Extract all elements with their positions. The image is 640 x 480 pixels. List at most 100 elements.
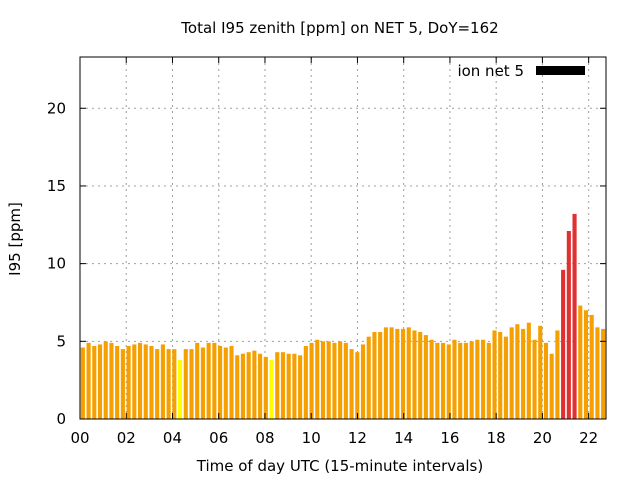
bar-normal (332, 342, 337, 419)
x-tick-label: 10 (302, 429, 321, 447)
bar-normal (132, 344, 137, 419)
bar-normal (400, 328, 406, 419)
bar-normal (532, 339, 537, 419)
y-tick-label: 15 (47, 177, 66, 195)
y-tick-label: 20 (47, 99, 66, 117)
bar-normal (538, 325, 543, 419)
bar-normal (143, 344, 148, 419)
bar-normal (80, 347, 85, 419)
bar-normal (292, 353, 297, 419)
bar-normal (355, 352, 360, 419)
bar-low (177, 359, 183, 419)
bar-normal (326, 341, 331, 419)
bar-normal (406, 327, 411, 419)
bar-normal (195, 342, 200, 419)
bar-normal (258, 353, 263, 419)
bar-normal (172, 349, 177, 419)
bar-high (572, 213, 577, 419)
bar-normal (218, 345, 223, 419)
bar-normal (206, 342, 211, 419)
bar-normal (252, 350, 257, 419)
x-tick-label: 14 (394, 429, 413, 447)
bar-normal (583, 310, 589, 419)
bar-normal (137, 342, 143, 419)
bar-normal (515, 324, 520, 419)
bar-normal (372, 331, 377, 419)
bar-normal (86, 342, 91, 419)
bar-normal (263, 356, 268, 419)
bar-normal (349, 349, 354, 419)
bar-normal (223, 347, 228, 419)
bar-normal (200, 347, 205, 419)
bar-normal (298, 355, 303, 419)
x-axis-label: Time of day UTC (15-minute intervals) (196, 457, 483, 475)
legend: ion net 5 (457, 62, 585, 80)
bar-normal (183, 349, 188, 419)
x-tick-label: 16 (440, 429, 459, 447)
bar-normal (97, 344, 103, 419)
x-tick-label: 12 (348, 429, 367, 447)
bar-normal (469, 341, 474, 419)
bar-normal (235, 355, 240, 419)
bar-normal (189, 349, 194, 419)
bar-normal (275, 352, 280, 419)
bar-normal (589, 314, 594, 419)
bar-normal (149, 345, 154, 419)
x-tick-label: 18 (487, 429, 506, 447)
bar-normal (378, 331, 383, 419)
bar-normal (578, 305, 583, 419)
bar-normal (309, 342, 314, 419)
x-tick-label: 20 (533, 429, 552, 447)
bar-normal (338, 341, 343, 419)
bar-normal (486, 342, 491, 419)
bar-normal (601, 328, 606, 419)
bar-normal (155, 349, 160, 419)
bar-normal (481, 339, 486, 419)
bar-normal (412, 330, 417, 419)
bar-normal (555, 330, 560, 419)
bar-normal (526, 322, 531, 419)
plot-frame (79, 56, 607, 420)
bar-normal (212, 342, 217, 419)
bar-normal (521, 328, 526, 419)
bar-normal (389, 327, 394, 419)
bar-normal (423, 335, 428, 419)
bar-normal (458, 342, 463, 419)
bar-normal (446, 344, 451, 419)
bar-normal (240, 353, 246, 419)
bar-normal (452, 339, 457, 419)
bar-normal (343, 342, 348, 419)
bar-normal (492, 330, 497, 419)
y-axis-label: I95 [ppm] (6, 202, 24, 276)
x-tick-label: 00 (70, 429, 89, 447)
y-tick-label: 10 (47, 255, 66, 273)
bar-normal (360, 344, 366, 419)
bar-normal (229, 345, 234, 419)
bar-normal (395, 328, 400, 419)
bar-normal (435, 342, 440, 419)
bar-normal (166, 349, 171, 419)
x-tick-label: 02 (117, 429, 136, 447)
bar-normal (120, 349, 125, 419)
bar-normal (475, 339, 480, 419)
bar-normal (383, 327, 388, 419)
bar-low (269, 359, 274, 419)
bar-normal (418, 331, 423, 419)
bar-normal (92, 345, 97, 419)
bar-normal (320, 341, 326, 419)
bar-normal (498, 331, 503, 419)
y-tick-label: 0 (56, 410, 66, 428)
x-tick-label: 08 (255, 429, 274, 447)
bar-normal (440, 342, 446, 419)
bar-normal (463, 342, 468, 419)
x-tick-label: 06 (209, 429, 228, 447)
bar-normal (280, 352, 286, 419)
bar-normal (303, 345, 308, 419)
bar-normal (160, 344, 165, 419)
bar-normal (246, 352, 251, 419)
bar-normal (103, 341, 108, 419)
legend-label: ion net 5 (457, 62, 524, 80)
x-tick-label: 22 (579, 429, 598, 447)
